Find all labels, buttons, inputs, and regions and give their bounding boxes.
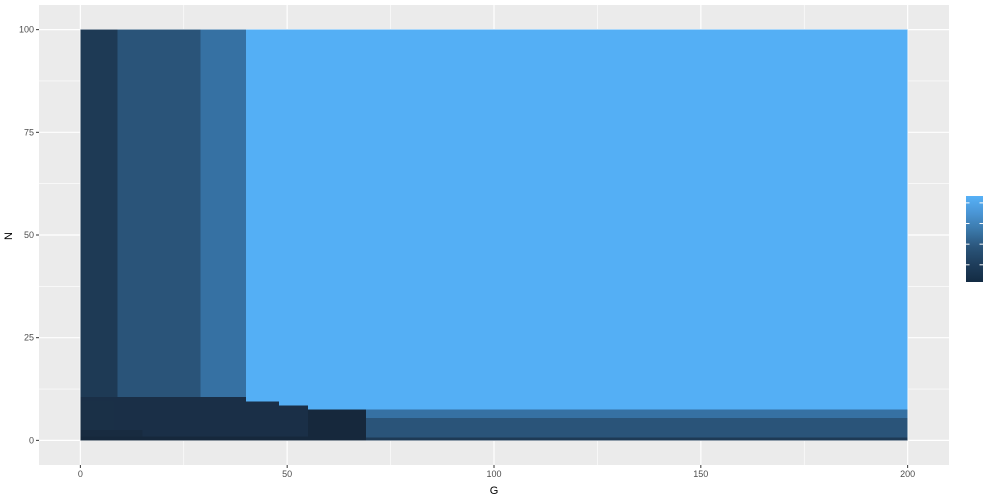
colorbar: [966, 196, 983, 282]
heatmap-cell: [365, 417, 908, 438]
heatmap-cell: [365, 409, 908, 418]
heatmap-cell: [245, 401, 279, 441]
x-tick-label: 200: [900, 469, 915, 479]
heatmap-cell: [365, 437, 908, 441]
heatmap-cell: [80, 430, 143, 441]
x-axis-title: G: [490, 485, 499, 497]
heatmap-cell: [117, 29, 201, 400]
heatmap-cell: [80, 436, 366, 441]
y-tick-label: 75: [24, 127, 34, 137]
axes: 0 50 100 150 200 0 25 50 75 100: [19, 25, 915, 479]
heatmap-cell: [278, 405, 308, 441]
y-tick-label: 0: [29, 435, 34, 445]
y-tick-label: 25: [24, 333, 34, 343]
x-tick-label: 0: [78, 469, 83, 479]
heatmap-cell: [245, 29, 908, 410]
x-tick-label: 50: [282, 469, 292, 479]
heatmap-cell: [307, 409, 366, 441]
heatmap-cells: [80, 29, 908, 441]
heatmap-cell: [200, 29, 246, 400]
x-tick-label: 150: [693, 469, 708, 479]
heatmap-cell: [80, 29, 118, 400]
y-axis-title: N: [3, 232, 15, 240]
y-tick-label: 50: [24, 230, 34, 240]
colorbar-legend: [966, 196, 983, 282]
x-tick-label: 100: [486, 469, 501, 479]
y-tick-label: 100: [19, 25, 34, 35]
